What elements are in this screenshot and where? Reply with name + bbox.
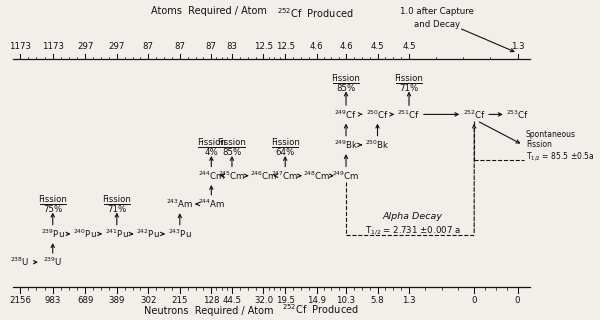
Text: 12.5: 12.5 [275,42,295,51]
Text: $^{240}$Pu: $^{240}$Pu [73,228,97,240]
Text: $^{248}$Cm: $^{248}$Cm [303,170,331,182]
Text: 44.5: 44.5 [223,296,242,305]
Text: Alpha Decay: Alpha Decay [383,212,443,221]
Text: $^{239}$U: $^{239}$U [43,256,62,268]
Text: $^{245}$Cm: $^{245}$Cm [218,170,246,182]
Text: Fission: Fission [38,195,67,204]
Text: $^{239}$Pu: $^{239}$Pu [41,228,65,240]
Text: 19.5: 19.5 [275,296,295,305]
Text: Fission: Fission [218,139,247,148]
Text: 12.5: 12.5 [254,42,273,51]
Text: $^{243}$Am: $^{243}$Am [166,198,194,210]
Text: 983: 983 [44,296,61,305]
Text: 85%: 85% [223,148,242,157]
Text: $^{252}$Cf  Produced: $^{252}$Cf Produced [277,6,353,20]
Text: $^{252}$Cf: $^{252}$Cf [463,108,486,121]
Text: 4.6: 4.6 [339,42,353,51]
Text: Fission: Fission [197,139,226,148]
Text: 302: 302 [140,296,157,305]
Text: Atoms  Required / Atom: Atoms Required / Atom [151,6,267,16]
Text: 215: 215 [172,296,188,305]
Text: 87: 87 [143,42,154,51]
Text: 297: 297 [77,42,94,51]
Text: 1.3: 1.3 [511,42,524,51]
Text: 1173: 1173 [42,42,64,51]
Text: and Decay: and Decay [414,20,460,29]
Text: 5.8: 5.8 [371,296,385,305]
Text: $^{238}$U: $^{238}$U [10,256,30,268]
Text: 32.0: 32.0 [254,296,273,305]
Text: 689: 689 [77,296,94,305]
Text: 389: 389 [109,296,125,305]
Text: $^{249}$Cm: $^{249}$Cm [332,170,360,182]
Text: Fission: Fission [271,139,299,148]
Text: $^{244}$Am: $^{244}$Am [197,198,225,210]
Text: 297: 297 [109,42,125,51]
Text: 14.9: 14.9 [307,296,326,305]
Text: Fission: Fission [395,74,424,83]
Text: 128: 128 [203,296,220,305]
Text: 0: 0 [472,296,477,305]
Text: $^{241}$Pu: $^{241}$Pu [105,228,129,240]
Text: 1.0 after Capture: 1.0 after Capture [400,7,474,17]
Text: 4%: 4% [205,148,218,157]
Text: T$_{1/2}$ = 85.5 ±0.5a: T$_{1/2}$ = 85.5 ±0.5a [526,150,595,163]
Text: 1.3: 1.3 [402,296,416,305]
Text: Neutrons  Required / Atom: Neutrons Required / Atom [145,306,274,316]
Text: $^{253}$Cf: $^{253}$Cf [506,108,529,121]
Text: $^{249}$Cf: $^{249}$Cf [334,108,358,121]
Text: 0: 0 [515,296,520,305]
Text: $^{250}$Cf: $^{250}$Cf [366,108,389,121]
Text: 10.3: 10.3 [337,296,356,305]
Text: 71%: 71% [107,205,127,214]
Text: 85%: 85% [337,84,356,93]
Text: $^{243}$Pu: $^{243}$Pu [168,228,192,240]
Text: $^{251}$Cf: $^{251}$Cf [397,108,421,121]
Text: 87: 87 [175,42,185,51]
Text: T$_{1/2}$ = 2.731 ±0.007 a: T$_{1/2}$ = 2.731 ±0.007 a [365,224,461,236]
Text: $^{250}$Bk: $^{250}$Bk [365,139,390,151]
Text: 64%: 64% [275,148,295,157]
Text: Fission: Fission [332,74,361,83]
Text: Spontaneous: Spontaneous [526,130,576,139]
Text: 4.5: 4.5 [402,42,416,51]
Text: 1173: 1173 [9,42,31,51]
Text: 71%: 71% [400,84,419,93]
Text: 83: 83 [226,42,238,51]
Text: 2156: 2156 [9,296,31,305]
Text: 87: 87 [206,42,217,51]
Text: 4.6: 4.6 [310,42,323,51]
Text: Fission: Fission [526,140,551,149]
Text: 4.5: 4.5 [371,42,385,51]
Text: $^{247}$Cm: $^{247}$Cm [271,170,299,182]
Text: 75%: 75% [43,205,62,214]
Text: $^{242}$Pu: $^{242}$Pu [136,228,160,240]
Text: $^{244}$Cm: $^{244}$Cm [197,170,225,182]
Text: $^{252}$Cf  Produced: $^{252}$Cf Produced [282,302,359,316]
Text: Fission: Fission [103,195,131,204]
Text: $^{249}$Bk: $^{249}$Bk [334,139,358,151]
Text: $^{246}$Cm: $^{246}$Cm [250,170,277,182]
